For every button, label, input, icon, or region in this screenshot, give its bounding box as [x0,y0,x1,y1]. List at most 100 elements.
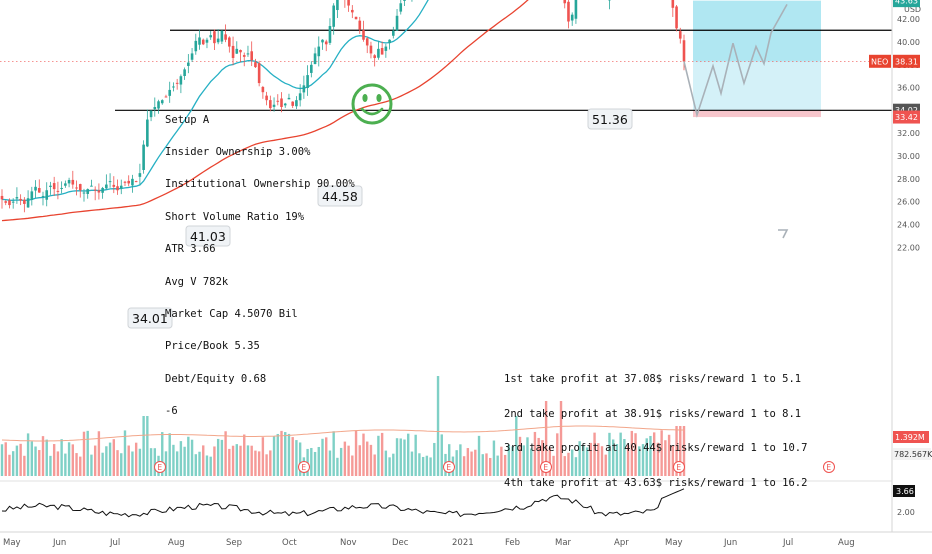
candle [75,180,78,195]
candle [377,41,380,59]
candle [105,174,108,189]
candle [57,182,60,199]
candle [86,188,89,198]
candle-body [388,40,391,43]
volume-bar [493,441,495,476]
candle-body [49,186,52,187]
time-tick-label: May [3,538,21,548]
candle [224,24,227,42]
candle-body [60,188,63,189]
candle [116,180,119,195]
volume-bar [489,458,491,476]
candle [187,54,190,73]
candle-body [1,196,4,199]
earnings-marker-text: E [446,463,451,472]
candle-body [224,34,227,39]
price-tag-prefix: NEO [871,57,888,66]
volume-bar [187,437,189,476]
volume-bar [206,455,208,476]
candle-body [396,16,399,31]
candle-body [16,197,19,198]
price-tick-label: 32.00 [897,129,920,138]
volume-bar [75,453,77,476]
candle-body [153,107,156,109]
candle [198,30,201,50]
volume-bar [377,436,379,476]
smiley-icon [353,85,391,123]
volume-bar [265,454,267,476]
candle-body [31,191,34,200]
level-label-text: 51.36 [592,112,628,127]
candle [68,178,71,188]
earnings-marker-text: E [826,463,831,472]
volume-bar [183,447,185,476]
volume-bar [482,454,484,476]
candle [336,0,339,18]
candle-body [575,0,578,19]
candle [4,200,7,205]
candle-body [377,49,380,58]
candle [567,0,570,28]
volume-bar [280,431,282,476]
candle [72,171,75,189]
take-profit-block: 1st take profit at 37.08$ risks/reward 1… [504,351,807,501]
candle [60,181,63,193]
volume-bar [314,452,316,476]
time-tick-label: May [665,538,683,548]
candle [325,40,328,51]
candle-body [358,21,361,30]
candle-body [235,49,238,54]
earnings-marker-text: E [157,463,162,472]
candle [608,0,611,9]
volume-bar [388,457,390,476]
level-label-text: 34.01 [132,311,168,326]
price-tick-label: 36.00 [897,84,920,93]
candle [23,197,26,212]
candle-body [675,6,678,28]
volume-bar [250,446,252,476]
candle [135,181,138,183]
candle [373,54,376,66]
candle-body [135,181,138,182]
volume-bar [221,440,223,476]
candle-body [12,202,15,203]
price-tag-text: 33.42 [895,113,918,122]
candle [254,59,257,68]
time-tick-label: Jul [109,538,120,548]
candle-body [206,40,209,43]
candle-body [98,190,101,192]
volume-bar [38,450,40,476]
info-line: Short Volume Ratio 19% [165,212,355,223]
volume-bar [433,443,435,476]
take-profit-line: 2nd take profit at 38.91$ risks/reward 1… [504,409,807,421]
candle-body [571,15,574,21]
candle-body [180,76,183,84]
volume-bar [414,435,416,476]
volume-bar [247,445,249,476]
candle-body [381,48,384,55]
candle-body [109,181,112,182]
candle [563,0,566,8]
candle [53,177,56,196]
volume-bar [239,446,241,476]
candle [213,29,216,50]
candle [314,48,317,65]
price-axis[interactable]: USD62.0060.0058.0056.0054.0052.0050.0048… [869,0,932,550]
volume-bar [243,435,245,476]
candle [183,68,186,80]
projection-arrowhead [778,230,787,238]
volume-bar [474,450,476,476]
candle [209,31,212,40]
volume-bar [470,452,472,476]
info-line: Setup A [165,115,355,126]
candle-body [306,75,309,88]
candle-body [329,26,332,43]
atr-tag-text: 3.66 [896,487,914,496]
candle-body [161,100,164,103]
candle [310,61,313,77]
time-tick-label: Nov [340,538,357,548]
volume-bar [198,452,200,476]
price-tag-text: 43.63 [895,0,918,6]
volume-bar [269,450,271,476]
